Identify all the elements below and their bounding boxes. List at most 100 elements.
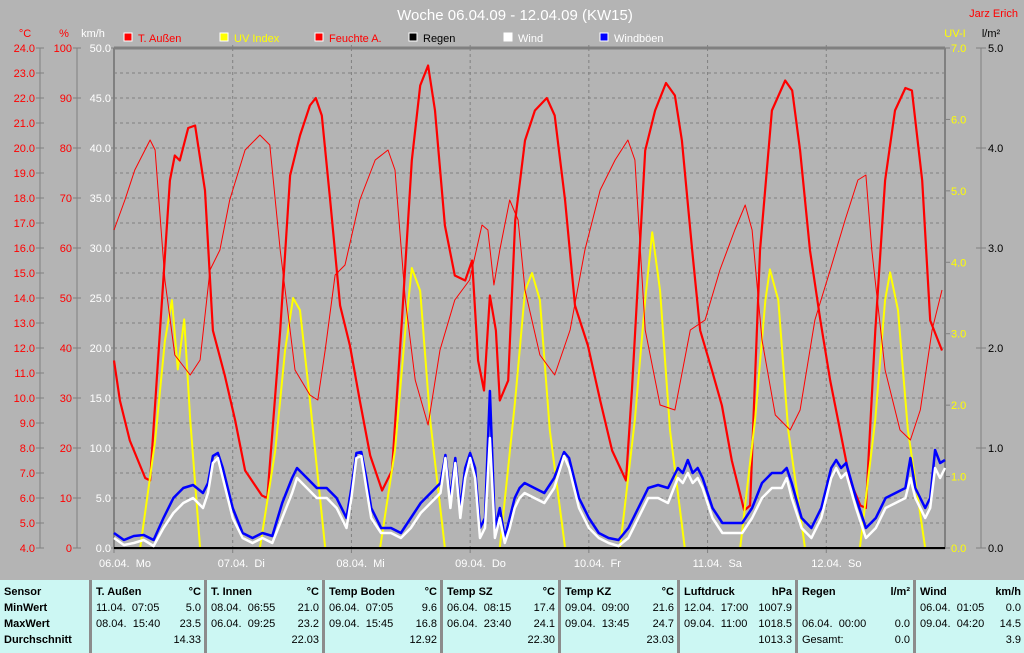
legend-swatch bbox=[503, 32, 513, 42]
humidity-tick-label: 30 bbox=[60, 393, 72, 405]
min-row: 08.04. 06:55 21.0 bbox=[211, 601, 319, 616]
column-header-label: T. Außen bbox=[96, 586, 142, 598]
temp-tick-label: 10.0 bbox=[14, 393, 35, 405]
x-tick-label: 06.04. Mo bbox=[99, 558, 151, 570]
avg-row-value: 23.03 bbox=[646, 634, 674, 646]
avg-row-label: Gesamt: bbox=[802, 634, 844, 646]
humidity-tick-label: 0 bbox=[66, 543, 72, 555]
column-header: Temp KZ °C bbox=[565, 585, 674, 600]
uv-tick-label: 7.0 bbox=[951, 43, 966, 55]
wind-tick-label: 0.0 bbox=[96, 543, 111, 555]
column-header: Wind km/h bbox=[920, 585, 1021, 600]
temp-tick-label: 18.0 bbox=[14, 193, 35, 205]
legend-swatch bbox=[599, 32, 609, 42]
max-row-value: 23.2 bbox=[297, 618, 319, 630]
column-header-value: l/m² bbox=[890, 586, 910, 598]
legend-item: UV Index bbox=[219, 32, 280, 45]
temp-tick-label: 7.0 bbox=[20, 468, 35, 480]
row-label: MinWert bbox=[4, 601, 86, 616]
max-row: 06.04. 00:00 0.0 bbox=[802, 617, 910, 632]
legend-label: Regen bbox=[423, 33, 455, 45]
chart-title: Woche 06.04.09 - 12.04.09 (KW15) bbox=[397, 7, 633, 24]
column-header-value: °C bbox=[188, 586, 201, 598]
min-row-value: 5.0 bbox=[185, 602, 201, 614]
legend-label: Wind bbox=[518, 33, 543, 45]
avg-row-value: 14.33 bbox=[173, 634, 201, 646]
max-row: 09.04. 15:45 16.8 bbox=[329, 617, 437, 632]
wind-tick-label: 10.0 bbox=[90, 443, 111, 455]
min-row-label: 12.04. 17:00 bbox=[684, 602, 749, 614]
uv-tick-label: 6.0 bbox=[951, 114, 966, 126]
min-row-label: 09.04. 09:00 bbox=[565, 602, 630, 614]
uv-tick-label: 5.0 bbox=[951, 186, 966, 198]
rain-tick-label: 4.0 bbox=[988, 143, 1003, 155]
legend-label: T. Außen bbox=[138, 33, 181, 45]
legend-swatch bbox=[314, 32, 324, 42]
x-tick-label: 10.04. Fr bbox=[574, 558, 621, 570]
wind-tick-label: 25.0 bbox=[90, 293, 111, 305]
max-row-value: 0.0 bbox=[894, 618, 910, 630]
max-row: 06.04. 23:40 24.1 bbox=[447, 617, 555, 632]
max-row-value: 14.5 bbox=[999, 618, 1021, 630]
column-header: T. Außen °C bbox=[96, 585, 201, 600]
wind-tick-label: 35.0 bbox=[90, 193, 111, 205]
rain-tick-label: 2.0 bbox=[988, 343, 1003, 355]
column-header: Temp SZ °C bbox=[447, 585, 555, 600]
temp-tick-label: 22.0 bbox=[14, 93, 35, 105]
humidity-tick-label: 70 bbox=[60, 193, 72, 205]
stats-column: T. Außen °C 11.04. 07:05 5.0 08.04. 15:40 23.… bbox=[89, 580, 204, 653]
temp-tick-label: 4.0 bbox=[20, 543, 35, 555]
temp-tick-label: 17.0 bbox=[14, 218, 35, 230]
column-header-label: T. Innen bbox=[211, 586, 252, 598]
max-row-value: 16.8 bbox=[415, 618, 437, 630]
max-row-label: 06.04. 23:40 bbox=[447, 618, 512, 630]
stats-column: Wind km/h 06.04. 01:05 0.0 09.04. 04:20 14.5 3… bbox=[913, 580, 1024, 653]
wind-tick-label: 20.0 bbox=[90, 343, 111, 355]
min-row bbox=[802, 601, 910, 616]
row-label-label: MinWert bbox=[4, 602, 48, 614]
min-row-value: 21.0 bbox=[297, 602, 319, 614]
wind-tick-label: 5.0 bbox=[96, 493, 111, 505]
avg-row: 14.33 bbox=[96, 633, 201, 648]
temp-tick-label: 24.0 bbox=[14, 43, 35, 55]
column-header: Luftdruck hPa bbox=[684, 585, 792, 600]
avg-row-value: 3.9 bbox=[1005, 634, 1021, 646]
avg-row: 22.30 bbox=[447, 633, 555, 648]
max-row-label: 08.04. 15:40 bbox=[96, 618, 161, 630]
uv-tick-label: 4.0 bbox=[951, 257, 966, 269]
row-label-label: Durchschnitt bbox=[4, 634, 72, 646]
avg-row: Gesamt: 0.0 bbox=[802, 633, 910, 648]
series-layer bbox=[112, 64, 947, 549]
wind-tick-label: 15.0 bbox=[90, 393, 111, 405]
stats-column: Luftdruck hPa 12.04. 17:00 1007.9 09.04. 11:… bbox=[677, 580, 795, 653]
min-row-value: 9.6 bbox=[421, 602, 437, 614]
column-header-label: Temp Boden bbox=[329, 586, 395, 598]
temp-tick-label: 11.0 bbox=[14, 368, 35, 380]
humidity-tick-label: 60 bbox=[60, 243, 72, 255]
avg-row: 22.03 bbox=[211, 633, 319, 648]
series-windb-en bbox=[113, 389, 946, 542]
wind-tick-label: 45.0 bbox=[90, 93, 111, 105]
x-tick-label: 12.04. So bbox=[811, 558, 861, 570]
min-row-label: 06.04. 07:05 bbox=[329, 602, 394, 614]
temp-tick-label: 23.0 bbox=[14, 68, 35, 80]
avg-row: 3.9 bbox=[920, 633, 1021, 648]
avg-row: 12.92 bbox=[329, 633, 437, 648]
stats-column: Regen l/m² 06.04. 00:00 0.0 Gesamt: 0.0 bbox=[795, 580, 913, 653]
humidity-tick-label: 50 bbox=[60, 293, 72, 305]
rain-tick-label: 0.0 bbox=[988, 543, 1003, 555]
temp-tick-label: 6.0 bbox=[20, 493, 35, 505]
column-header-value: °C bbox=[542, 586, 555, 598]
min-row: 06.04. 08:15 17.4 bbox=[447, 601, 555, 616]
humidity-tick-label: 100 bbox=[54, 43, 72, 55]
min-row: 09.04. 09:00 21.6 bbox=[565, 601, 674, 616]
max-row: 09.04. 04:20 14.5 bbox=[920, 617, 1021, 632]
column-header: Temp Boden °C bbox=[329, 585, 437, 600]
avg-row-value: 0.0 bbox=[894, 634, 910, 646]
column-header-value: °C bbox=[424, 586, 437, 598]
legend: T. Außen UV Index Feuchte A. Regen Wind Windb… bbox=[123, 32, 664, 45]
column-header-value: °C bbox=[306, 586, 319, 598]
temp-tick-label: 5.0 bbox=[20, 518, 35, 530]
humidity-tick-label: 80 bbox=[60, 143, 72, 155]
min-row-label: 08.04. 06:55 bbox=[211, 602, 276, 614]
